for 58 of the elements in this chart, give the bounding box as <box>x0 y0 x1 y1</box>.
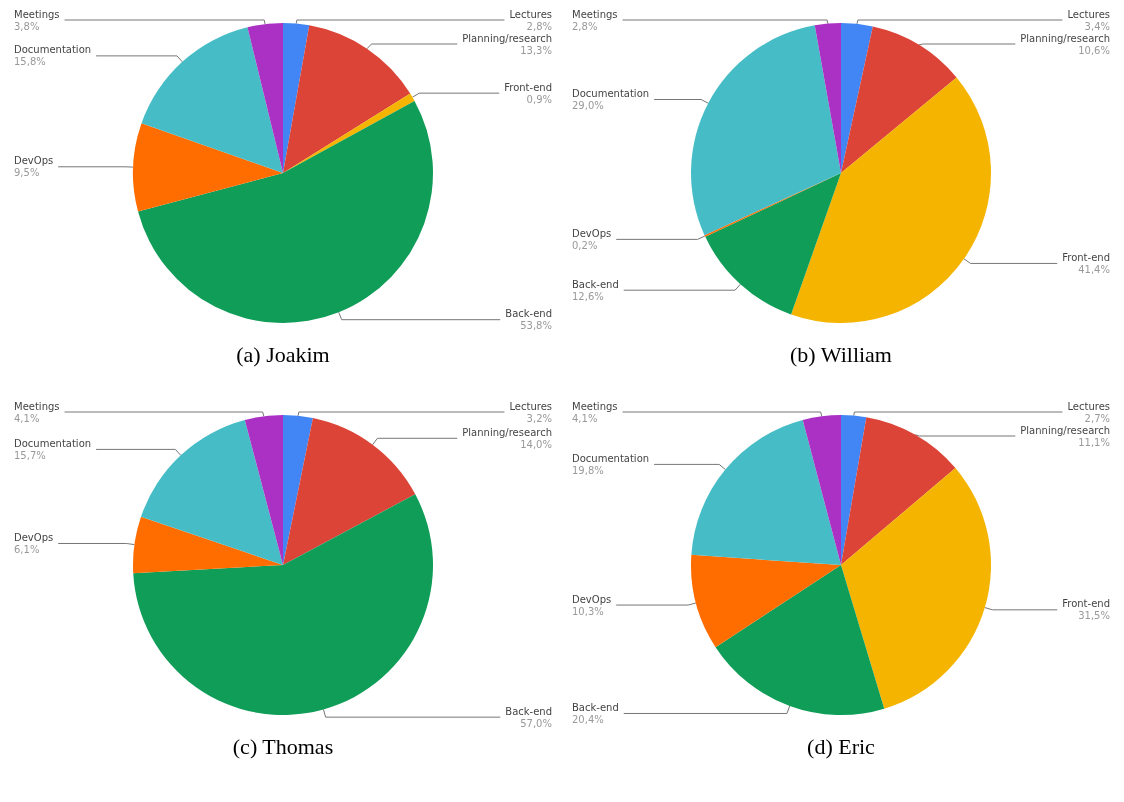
slice-label: Front-end <box>1062 598 1110 610</box>
slice-label: Lectures <box>1067 400 1110 412</box>
slice-label: Meetings <box>14 8 60 20</box>
data-label: 4,1% <box>14 412 40 424</box>
data-label: 15,7% <box>14 449 46 461</box>
slice-label: Back-end <box>505 705 552 717</box>
data-label: 0,9% <box>526 93 552 105</box>
data-label: 6,1% <box>14 544 40 555</box>
data-label: 2,7% <box>1084 412 1110 424</box>
data-label: 10,3% <box>572 605 604 617</box>
slice-label: Documentation <box>572 452 650 464</box>
slice-label: Planning/research <box>462 32 552 44</box>
slice-label: Back-end <box>505 308 552 320</box>
data-label: 14,0% <box>520 438 552 450</box>
data-label: 29,0% <box>572 100 604 112</box>
data-label: 53,8% <box>520 320 552 332</box>
data-label: 4,1% <box>572 412 598 424</box>
data-label: 57,0% <box>520 717 552 729</box>
text: (c) Thomas <box>231 734 335 760</box>
slice-label: Lectures <box>509 8 552 20</box>
data-label: 9,5% <box>14 167 40 179</box>
data-label: 3,2% <box>526 412 552 424</box>
data-label: 12,6% <box>572 290 604 302</box>
data-label: 11,1% <box>1078 436 1110 448</box>
slice-label: DevOps <box>572 227 612 239</box>
slice-label: Front-end <box>504 81 552 93</box>
slice-label: Lectures <box>1067 8 1110 20</box>
slice-label: Meetings <box>14 400 60 412</box>
data-label: 20,4% <box>572 713 604 725</box>
data-label: 31,5% <box>1078 610 1110 622</box>
data-label: 2,8% <box>572 20 598 32</box>
slice-label: Back-end <box>572 701 619 713</box>
slice-label: Meetings <box>572 8 618 20</box>
data-label: 3,4% <box>1084 20 1110 32</box>
slice-label: Documentation <box>14 44 92 56</box>
data-label: 15,8% <box>14 56 46 68</box>
slice-label: Documentation <box>14 437 92 449</box>
text: (b) William <box>789 342 893 368</box>
slice-label: Planning/research <box>1020 32 1110 44</box>
data-label: 19,8% <box>572 464 604 476</box>
slice-label: Planning/research <box>1020 424 1110 436</box>
slice-label: Back-end <box>572 278 619 290</box>
data-label: 13,3% <box>520 44 552 56</box>
slice-label: DevOps <box>14 155 54 167</box>
slice-label: Front-end <box>1062 251 1110 263</box>
slice-label: Planning/research <box>462 426 552 438</box>
data-label: 2,8% <box>526 20 552 32</box>
slice-label: Meetings <box>572 400 618 412</box>
data-label: 0,2% <box>572 239 598 251</box>
slice-label: Lectures <box>509 400 552 412</box>
data-label: 10,6% <box>1078 44 1110 56</box>
slice-label: Documentation <box>572 88 650 100</box>
data-label: 3,8% <box>14 20 40 32</box>
slice-label: DevOps <box>572 593 612 605</box>
slice-label: DevOps <box>14 532 54 543</box>
text: (d) Eric <box>806 734 876 760</box>
data-label: 41,4% <box>1078 263 1110 275</box>
text: (a) Joakim <box>235 342 331 368</box>
